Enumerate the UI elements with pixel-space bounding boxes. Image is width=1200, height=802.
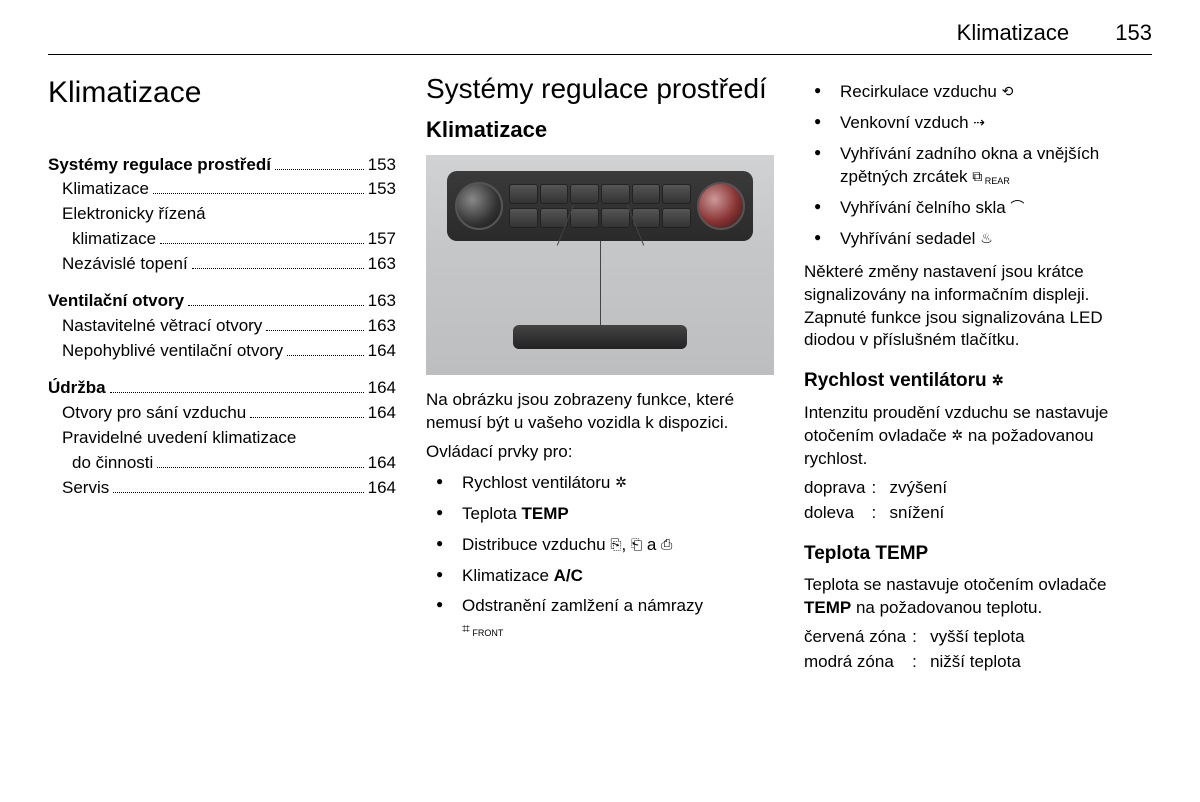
def-value: nižší teplota [930, 651, 1152, 674]
temp-definitions: červená zóna: vyšší teplota modrá zóna: niž… [804, 626, 1152, 674]
def-value: vyšší teplota [930, 626, 1152, 649]
temp-body: Teplota se nastavuje otočením ovladače T… [804, 574, 1152, 620]
lower-panel [513, 325, 687, 349]
toc-item: Nezávislé topení163 [48, 253, 396, 276]
list-item: Vyhřívání čelního skla ⌒ [810, 197, 1152, 220]
def-colon: : [912, 651, 924, 674]
list-item: Venkovní vzduch ⇢ [810, 112, 1152, 135]
def-key: červená zóna [804, 626, 906, 649]
toc-item: klimatizace157 [48, 228, 396, 251]
toc-heading: Ventilační otvory163 [48, 290, 396, 313]
callout-line-icon [600, 241, 601, 325]
section-title: Systémy regulace prostředí [426, 73, 774, 105]
controls-list-continued: Recirkulace vzduchu ⟲ Venkovní vzduch ⇢ Vy… [804, 81, 1152, 251]
photo-caption: Na obrázku jsou zobrazeny funkce, které … [426, 389, 774, 435]
fan-speed-heading: Rychlost ventilátoru ✲ [804, 368, 1152, 394]
def-colon: : [912, 626, 924, 649]
def-key: modrá zóna [804, 651, 906, 674]
subsection-title: Klimatizace [426, 115, 774, 145]
settings-note: Některé změny nastavení jsou krátce sign… [804, 261, 1152, 353]
list-item: Odstranění zamlžení a námrazy⌗ FRONT [432, 595, 774, 641]
dash-panel [447, 171, 753, 241]
toc-item: Servis164 [48, 477, 396, 500]
climate-panel-photo [426, 155, 774, 375]
controls-label: Ovládací prvky pro: [426, 441, 774, 464]
header-page-number: 153 [1115, 20, 1152, 45]
button-rows [509, 184, 691, 228]
toc-item: Klimatizace153 [48, 178, 396, 201]
chapter-title: Klimatizace [48, 73, 396, 114]
toc-item: Otvory pro sání vzduchu164 [48, 402, 396, 425]
def-value: snížení [889, 502, 1152, 525]
temp-heading: Teplota TEMP [804, 541, 1152, 567]
content-columns: Klimatizace Systémy regulace prostředí15… [48, 73, 1152, 680]
toc-heading: Systémy regulace prostředí153 [48, 154, 396, 177]
page-header: Klimatizace 153 [48, 20, 1152, 55]
toc-item: Elektronicky řízená [48, 203, 396, 226]
fan-definitions: doprava: zvýšení doleva: snížení [804, 477, 1152, 525]
column-center: Systémy regulace prostředí Klimatizace N… [426, 73, 774, 680]
header-title: Klimatizace [957, 20, 1069, 45]
toc-item: Nastavitelné větrací otvory163 [48, 315, 396, 338]
list-item: Distribuce vzduchu ⎘, ⎗ a ⎙ [432, 534, 774, 557]
list-item: Rychlost ventilátoru ✲ [432, 472, 774, 495]
fan-icon: ✲ [951, 427, 963, 443]
controls-list: Rychlost ventilátoru ✲ Teplota TEMP Distri… [426, 472, 774, 642]
def-key: doleva [804, 502, 865, 525]
list-item: Teplota TEMP [432, 503, 774, 526]
column-right: Recirkulace vzduchu ⟲ Venkovní vzduch ⇢ Vy… [804, 73, 1152, 680]
list-item: Klimatizace A/C [432, 565, 774, 588]
toc-item: Pravidelné uvedení klimatizace [48, 427, 396, 450]
body-text: Teplota se nastavuje otočením ovladače [804, 575, 1106, 594]
fan-knob-icon [455, 182, 503, 230]
fan-icon: ✲ [992, 372, 1004, 388]
temp-knob-icon [697, 182, 745, 230]
list-item: Recirkulace vzduchu ⟲ [810, 81, 1152, 104]
heading-text: Rychlost ventilátoru [804, 370, 992, 391]
toc-heading: Údržba164 [48, 377, 396, 400]
list-item: Vyhřívání zadního okna a vnějších zpětný… [810, 143, 1152, 189]
table-of-contents: Systémy regulace prostředí153Klimatizace… [48, 154, 396, 500]
fan-speed-body: Intenzitu proudění vzduchu se nastavuje … [804, 402, 1152, 471]
column-toc: Klimatizace Systémy regulace prostředí15… [48, 73, 396, 680]
toc-item: do činnosti164 [48, 452, 396, 475]
def-colon: : [871, 477, 883, 500]
toc-item: Nepohyblivé ventilační otvory164 [48, 340, 396, 363]
list-item: Vyhřívání sedadel ♨ [810, 228, 1152, 251]
body-bold: TEMP [804, 598, 851, 617]
body-text: na požadovanou teplotu. [851, 598, 1042, 617]
def-colon: : [871, 502, 883, 525]
def-key: doprava [804, 477, 865, 500]
def-value: zvýšení [889, 477, 1152, 500]
